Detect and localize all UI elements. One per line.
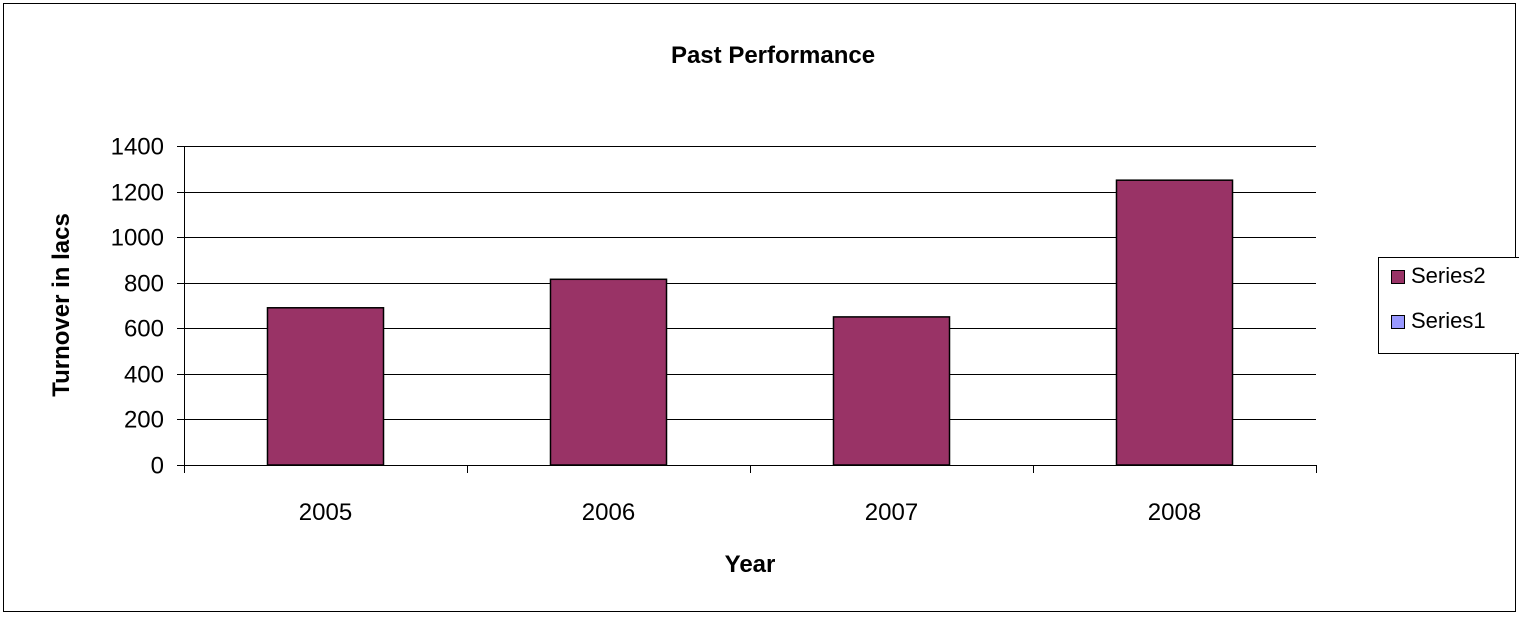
x-tick-label: 2008 — [1148, 499, 1201, 526]
y-tick-label: 800 — [124, 271, 164, 298]
chart-border — [4, 4, 1516, 612]
legend-label-series1: Series1 — [1411, 308, 1486, 333]
y-tick-label: 1200 — [111, 180, 164, 207]
y-tick-label: 1400 — [111, 134, 164, 161]
x-tick-label: 2005 — [299, 499, 352, 526]
bar-series2-2005 — [267, 308, 383, 465]
y-tick-label: 1000 — [111, 225, 164, 252]
x-tick-label: 2007 — [865, 499, 918, 526]
legend-label-series2: Series2 — [1411, 263, 1486, 288]
legend-swatch-series1 — [1392, 316, 1405, 329]
bar-series2-2007 — [833, 317, 949, 465]
bar-series2-2008 — [1116, 180, 1232, 465]
x-tick-label: 2006 — [582, 499, 635, 526]
y-axis-label: Turnover in lacs — [48, 213, 75, 397]
y-tick-label: 200 — [124, 407, 164, 434]
x-axis-label: Year — [725, 551, 776, 578]
legend-swatch-series2 — [1392, 271, 1405, 284]
bar-series2-2006 — [550, 279, 666, 465]
y-tick-label: 400 — [124, 362, 164, 389]
chart-title: Past Performance — [671, 42, 875, 69]
y-tick-label: 600 — [124, 316, 164, 343]
y-tick-label: 0 — [151, 453, 164, 480]
